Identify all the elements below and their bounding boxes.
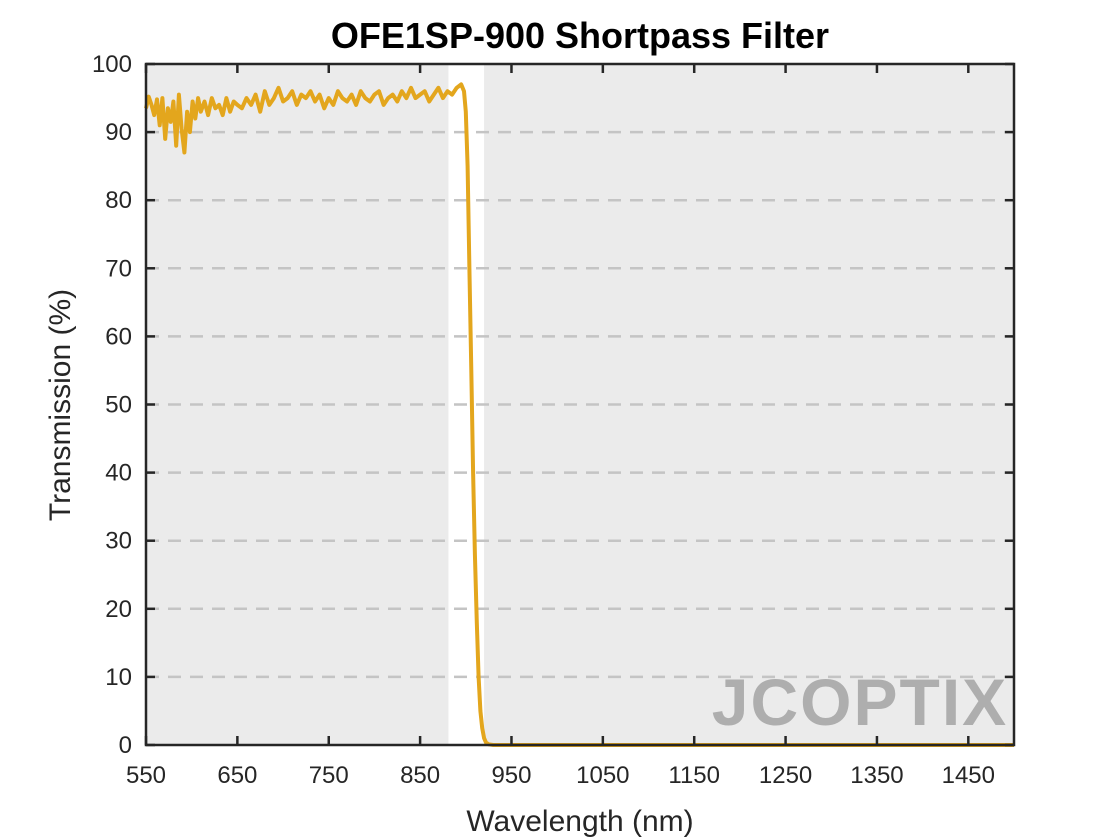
x-tick-label: 1250 bbox=[759, 762, 812, 789]
y-axis-label: Transmission (%) bbox=[44, 289, 77, 521]
y-tick-label: 0 bbox=[119, 732, 132, 759]
y-tick-label: 100 bbox=[92, 51, 132, 78]
x-tick-label: 1450 bbox=[942, 762, 995, 789]
y-tick-label: 20 bbox=[105, 596, 132, 623]
series-line bbox=[144, 82, 1014, 747]
x-axis-label: Wavelength (nm) bbox=[466, 805, 693, 838]
y-tick-label: 70 bbox=[105, 255, 132, 282]
x-tick-label: 750 bbox=[309, 762, 349, 789]
x-tick-label: 550 bbox=[126, 762, 166, 789]
y-tick-label: 40 bbox=[105, 460, 132, 487]
gridlines bbox=[146, 130, 1014, 679]
y-tick-label: 80 bbox=[105, 187, 132, 214]
axis-ticks: 550 650 750 850 950 1050 1150 1250 1350 1450 0 10 20… bbox=[92, 51, 1014, 789]
x-tick-label: 950 bbox=[491, 762, 531, 789]
x-tick-label: 850 bbox=[400, 762, 440, 789]
y-tick-label: 10 bbox=[105, 664, 132, 691]
x-tick-label: 1350 bbox=[850, 762, 903, 789]
y-tick-label: 60 bbox=[105, 323, 132, 350]
x-tick-label: 1050 bbox=[576, 762, 629, 789]
chart-title: OFE1SP-900 Shortpass Filter bbox=[331, 15, 829, 56]
x-tick-label: 1150 bbox=[668, 762, 720, 789]
y-tick-label: 50 bbox=[105, 392, 132, 419]
y-tick-label: 30 bbox=[105, 528, 132, 555]
x-tick-label: 650 bbox=[217, 762, 257, 789]
y-tick-label: 90 bbox=[105, 119, 132, 146]
watermark-logo: JCOPTIX bbox=[712, 665, 1008, 739]
